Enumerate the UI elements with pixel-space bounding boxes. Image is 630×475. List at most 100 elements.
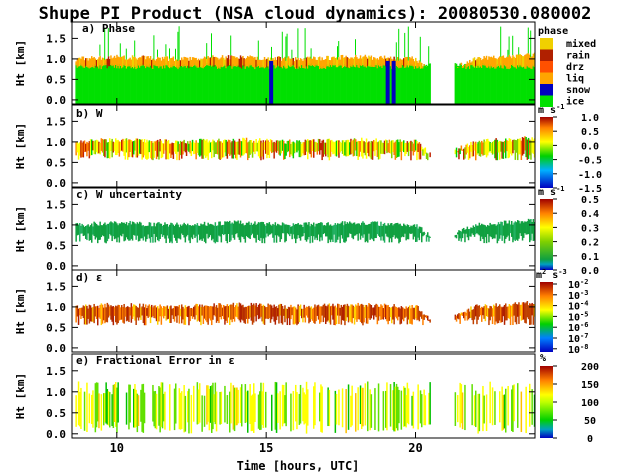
ice-column [155, 64, 158, 104]
data-column [320, 222, 322, 238]
liquid-column [380, 55, 382, 67]
data-column [103, 223, 105, 237]
ice-column [118, 66, 121, 104]
data-column [233, 140, 236, 155]
ice-streak [125, 48, 127, 60]
data-column [394, 223, 397, 239]
ice-streak [500, 26, 502, 57]
data-column [274, 222, 277, 236]
data-column [332, 141, 334, 155]
phase-swatch [540, 49, 553, 61]
data-column [484, 141, 487, 155]
liquid-column [337, 59, 339, 68]
data-column [152, 384, 154, 422]
liquid-column [350, 57, 352, 67]
data-column [496, 224, 499, 244]
liquid-column [515, 54, 518, 69]
data-column [332, 303, 334, 320]
data-column [491, 224, 494, 240]
ice-column [199, 65, 201, 104]
data-column [457, 151, 459, 153]
liquid-column [214, 56, 217, 66]
data-column [371, 307, 374, 316]
ice-column [347, 65, 350, 104]
ice-column [110, 63, 112, 104]
data-column [217, 225, 219, 243]
liquid-column [184, 57, 187, 66]
data-column [363, 307, 365, 323]
data-column [259, 391, 261, 431]
data-column [296, 224, 298, 239]
data-column [151, 304, 153, 318]
data-column [418, 310, 421, 322]
data-column [179, 392, 182, 430]
ice-column [428, 63, 430, 104]
data-column [267, 223, 269, 237]
x-axis: Time [hours, UTC] 10 15 20 [110, 441, 423, 473]
data-column [301, 224, 303, 237]
data-column [315, 306, 317, 322]
ice-column [530, 66, 532, 104]
liquid-column [353, 57, 356, 67]
data-column [331, 305, 333, 316]
data-column [271, 225, 273, 234]
data-column [130, 224, 133, 239]
liquid-column [136, 59, 139, 69]
data-column [193, 141, 195, 155]
data-column [377, 383, 380, 432]
data-column [381, 142, 383, 155]
data-column [470, 306, 472, 318]
data-column [374, 221, 376, 239]
data-column [75, 395, 77, 427]
data-column [361, 137, 363, 157]
data-column [493, 224, 495, 239]
panel-a-frame [71, 21, 536, 105]
ice-streak [508, 36, 510, 55]
data-column [362, 304, 364, 326]
data-column [401, 307, 404, 320]
ice-streak [395, 42, 397, 61]
data-column [382, 223, 385, 241]
ice-column [472, 64, 475, 104]
data-column [146, 225, 148, 240]
data-column [123, 222, 125, 242]
data-column [407, 142, 410, 157]
data-column [405, 395, 407, 428]
data-column [367, 306, 369, 324]
snow-column [385, 60, 390, 104]
data-column [218, 221, 220, 236]
data-column [201, 224, 203, 241]
panel-b-colorbar-unit: m s [538, 105, 556, 116]
data-column [163, 143, 165, 154]
data-column [149, 306, 152, 324]
data-column [328, 138, 331, 161]
data-column [357, 223, 359, 241]
data-column [308, 222, 310, 237]
data-column [123, 140, 125, 156]
data-column [460, 231, 463, 242]
data-column [109, 392, 111, 428]
data-column [140, 307, 142, 320]
y-tick-label: 1.0 [46, 53, 66, 66]
liquid-column [503, 57, 506, 66]
data-column [363, 222, 365, 235]
data-column [243, 225, 245, 240]
data-column [260, 221, 262, 238]
liquid-column [148, 58, 151, 68]
liquid-column [88, 58, 91, 69]
ice-streak [175, 48, 176, 60]
data-column [134, 304, 136, 321]
data-column [248, 221, 250, 239]
liquid-column [94, 58, 97, 66]
liquid-column [154, 60, 157, 66]
liquid-column [80, 58, 82, 66]
ice-column [314, 65, 316, 104]
data-column [160, 140, 163, 159]
data-column [386, 305, 388, 322]
data-column [495, 303, 497, 322]
data-column [503, 394, 506, 429]
ice-column [116, 66, 118, 104]
ice-streak [398, 28, 400, 61]
ice-column [212, 63, 214, 104]
ice-column [389, 64, 392, 104]
